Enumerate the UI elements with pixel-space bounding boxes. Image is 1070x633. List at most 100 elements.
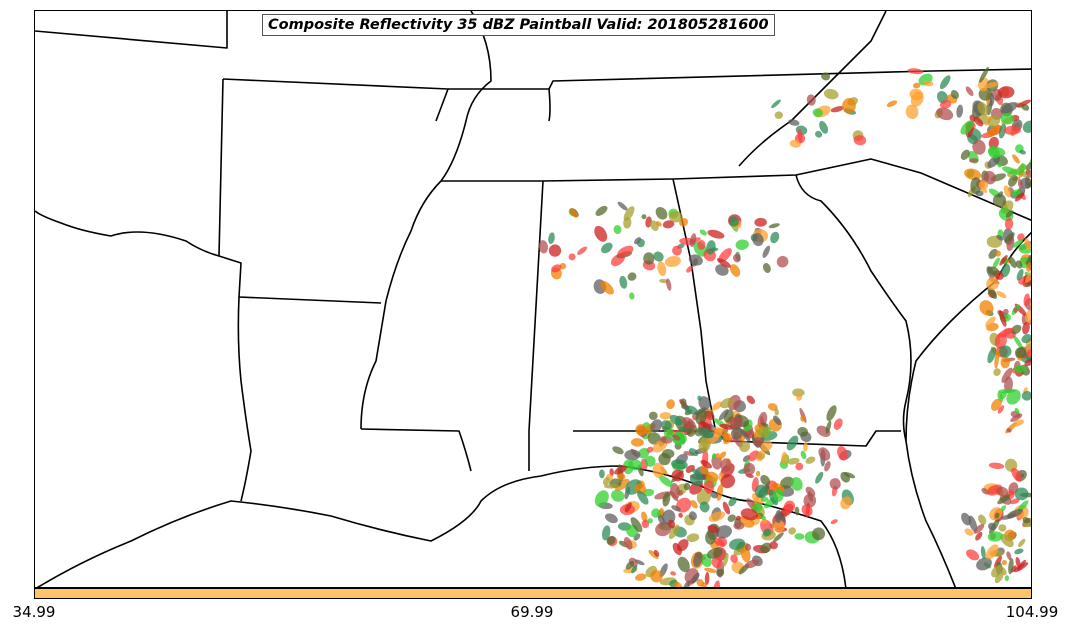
- reflectivity-blob: [728, 216, 739, 227]
- reflectivity-blob: [655, 206, 668, 220]
- reflectivity-blob: [794, 506, 800, 516]
- reflectivity-blob: [992, 257, 1000, 269]
- reflectivity-blob: [671, 459, 688, 470]
- reflectivity-blob: [965, 86, 974, 96]
- reflectivity-blob: [648, 411, 658, 421]
- reflectivity-blob: [708, 511, 726, 522]
- reflectivity-blob: [999, 345, 1012, 358]
- reflectivity-blob: [1024, 358, 1031, 367]
- reflectivity-blob: [697, 395, 702, 401]
- reflectivity-blob: [794, 533, 805, 540]
- reflectivity-blob: [625, 560, 635, 570]
- map-panel: [34, 10, 1032, 588]
- reflectivity-blob: [1006, 428, 1012, 433]
- reflectivity-blob: [998, 86, 1015, 99]
- reflectivity-blob: [730, 427, 744, 440]
- reflectivity-blob: [699, 501, 710, 513]
- reflectivity-blob: [997, 494, 1011, 505]
- reflectivity-blob: [815, 130, 823, 138]
- reflectivity-blob: [720, 458, 732, 472]
- reflectivity-blob: [1025, 159, 1031, 170]
- reflectivity-blob: [988, 462, 1005, 469]
- reflectivity-blob: [637, 490, 649, 505]
- reflectivity-blob: [602, 477, 610, 486]
- reflectivity-blob: [968, 515, 978, 533]
- border-line: [237, 296, 252, 502]
- reflectivity-blob: [939, 100, 952, 109]
- reflectivity-blob: [961, 512, 972, 526]
- reflectivity-blob: [912, 82, 921, 89]
- reflectivity-blob: [987, 155, 1001, 168]
- reflectivity-blob: [698, 427, 714, 439]
- reflectivity-blob: [683, 482, 691, 491]
- reflectivity-blob: [641, 214, 647, 220]
- reflectivity-blob: [613, 225, 622, 235]
- reflectivity-blob: [987, 522, 997, 531]
- reflectivity-blob: [761, 518, 768, 525]
- reflectivity-blob: [1011, 467, 1023, 482]
- reflectivity-blob: [976, 557, 992, 571]
- reflectivity-blob: [699, 229, 707, 236]
- reflectivity-blob: [761, 440, 773, 452]
- reflectivity-blob: [950, 90, 959, 99]
- reflectivity-blob: [692, 258, 698, 267]
- reflectivity-blob: [713, 537, 725, 548]
- reflectivity-blob: [712, 401, 722, 411]
- reflectivity-blob: [648, 550, 659, 559]
- reflectivity-blob: [1002, 166, 1018, 175]
- reflectivity-blob: [598, 469, 605, 479]
- reflectivity-blob: [664, 255, 681, 268]
- reflectivity-blob: [1021, 390, 1031, 401]
- reflectivity-blob: [623, 217, 632, 229]
- reflectivity-blob: [771, 99, 781, 109]
- reflectivity-blob: [984, 82, 999, 89]
- reflectivity-blob: [907, 68, 924, 75]
- reflectivity-blob: [715, 452, 721, 459]
- reflectivity-blob: [733, 521, 745, 530]
- reflectivity-blob: [650, 419, 663, 433]
- reflectivity-blob: [1014, 407, 1020, 415]
- reflectivity-blob: [653, 251, 664, 262]
- reflectivity-blob: [670, 482, 681, 499]
- colorbar-tick-min: 34.99: [12, 603, 56, 621]
- reflectivity-blob: [678, 512, 683, 518]
- reflectivity-blob: [641, 511, 648, 523]
- reflectivity-blob: [568, 253, 576, 261]
- reflectivity-blob: [594, 490, 609, 507]
- reflectivity-blob: [634, 483, 647, 495]
- reflectivity-blob: [688, 511, 697, 521]
- reflectivity-blob: [548, 232, 555, 245]
- reflectivity-blob: [762, 263, 771, 273]
- reflectivity-blob: [781, 451, 788, 465]
- reflectivity-blob: [1004, 575, 1010, 582]
- reflectivity-blob: [619, 275, 628, 289]
- reflectivity-blob: [966, 549, 980, 561]
- border-line: [222, 78, 449, 122]
- reflectivity-blob: [636, 238, 645, 248]
- reflectivity-blob: [1009, 498, 1020, 505]
- reflectivity-blob: [677, 556, 690, 573]
- reflectivity-blob: [988, 146, 1000, 159]
- reflectivity-blob: [754, 217, 767, 227]
- reflectivity-blob: [688, 448, 699, 457]
- reflectivity-blob: [624, 449, 641, 461]
- reflectivity-blob: [1003, 308, 1009, 315]
- reflectivity-blob: [987, 531, 1003, 542]
- reflectivity-blob: [744, 559, 760, 569]
- reflectivity-blob: [718, 451, 727, 460]
- reflectivity-blob: [614, 478, 630, 491]
- reflectivity-blob: [658, 475, 673, 487]
- reflectivity-blob: [716, 258, 732, 268]
- reflectivity-blob: [634, 573, 647, 581]
- reflectivity-blob: [704, 572, 710, 585]
- reflectivity-blob: [733, 253, 741, 263]
- reflectivity-blob: [698, 396, 711, 411]
- reflectivity-blob: [650, 570, 663, 583]
- reflectivity-blob: [630, 438, 644, 447]
- reflectivity-blob: [612, 446, 624, 455]
- reflectivity-blob: [727, 514, 736, 522]
- reflectivity-blob: [658, 452, 671, 466]
- reflectivity-blob: [994, 512, 1000, 519]
- reflectivity-blob: [600, 280, 614, 295]
- reflectivity-blob: [800, 415, 805, 422]
